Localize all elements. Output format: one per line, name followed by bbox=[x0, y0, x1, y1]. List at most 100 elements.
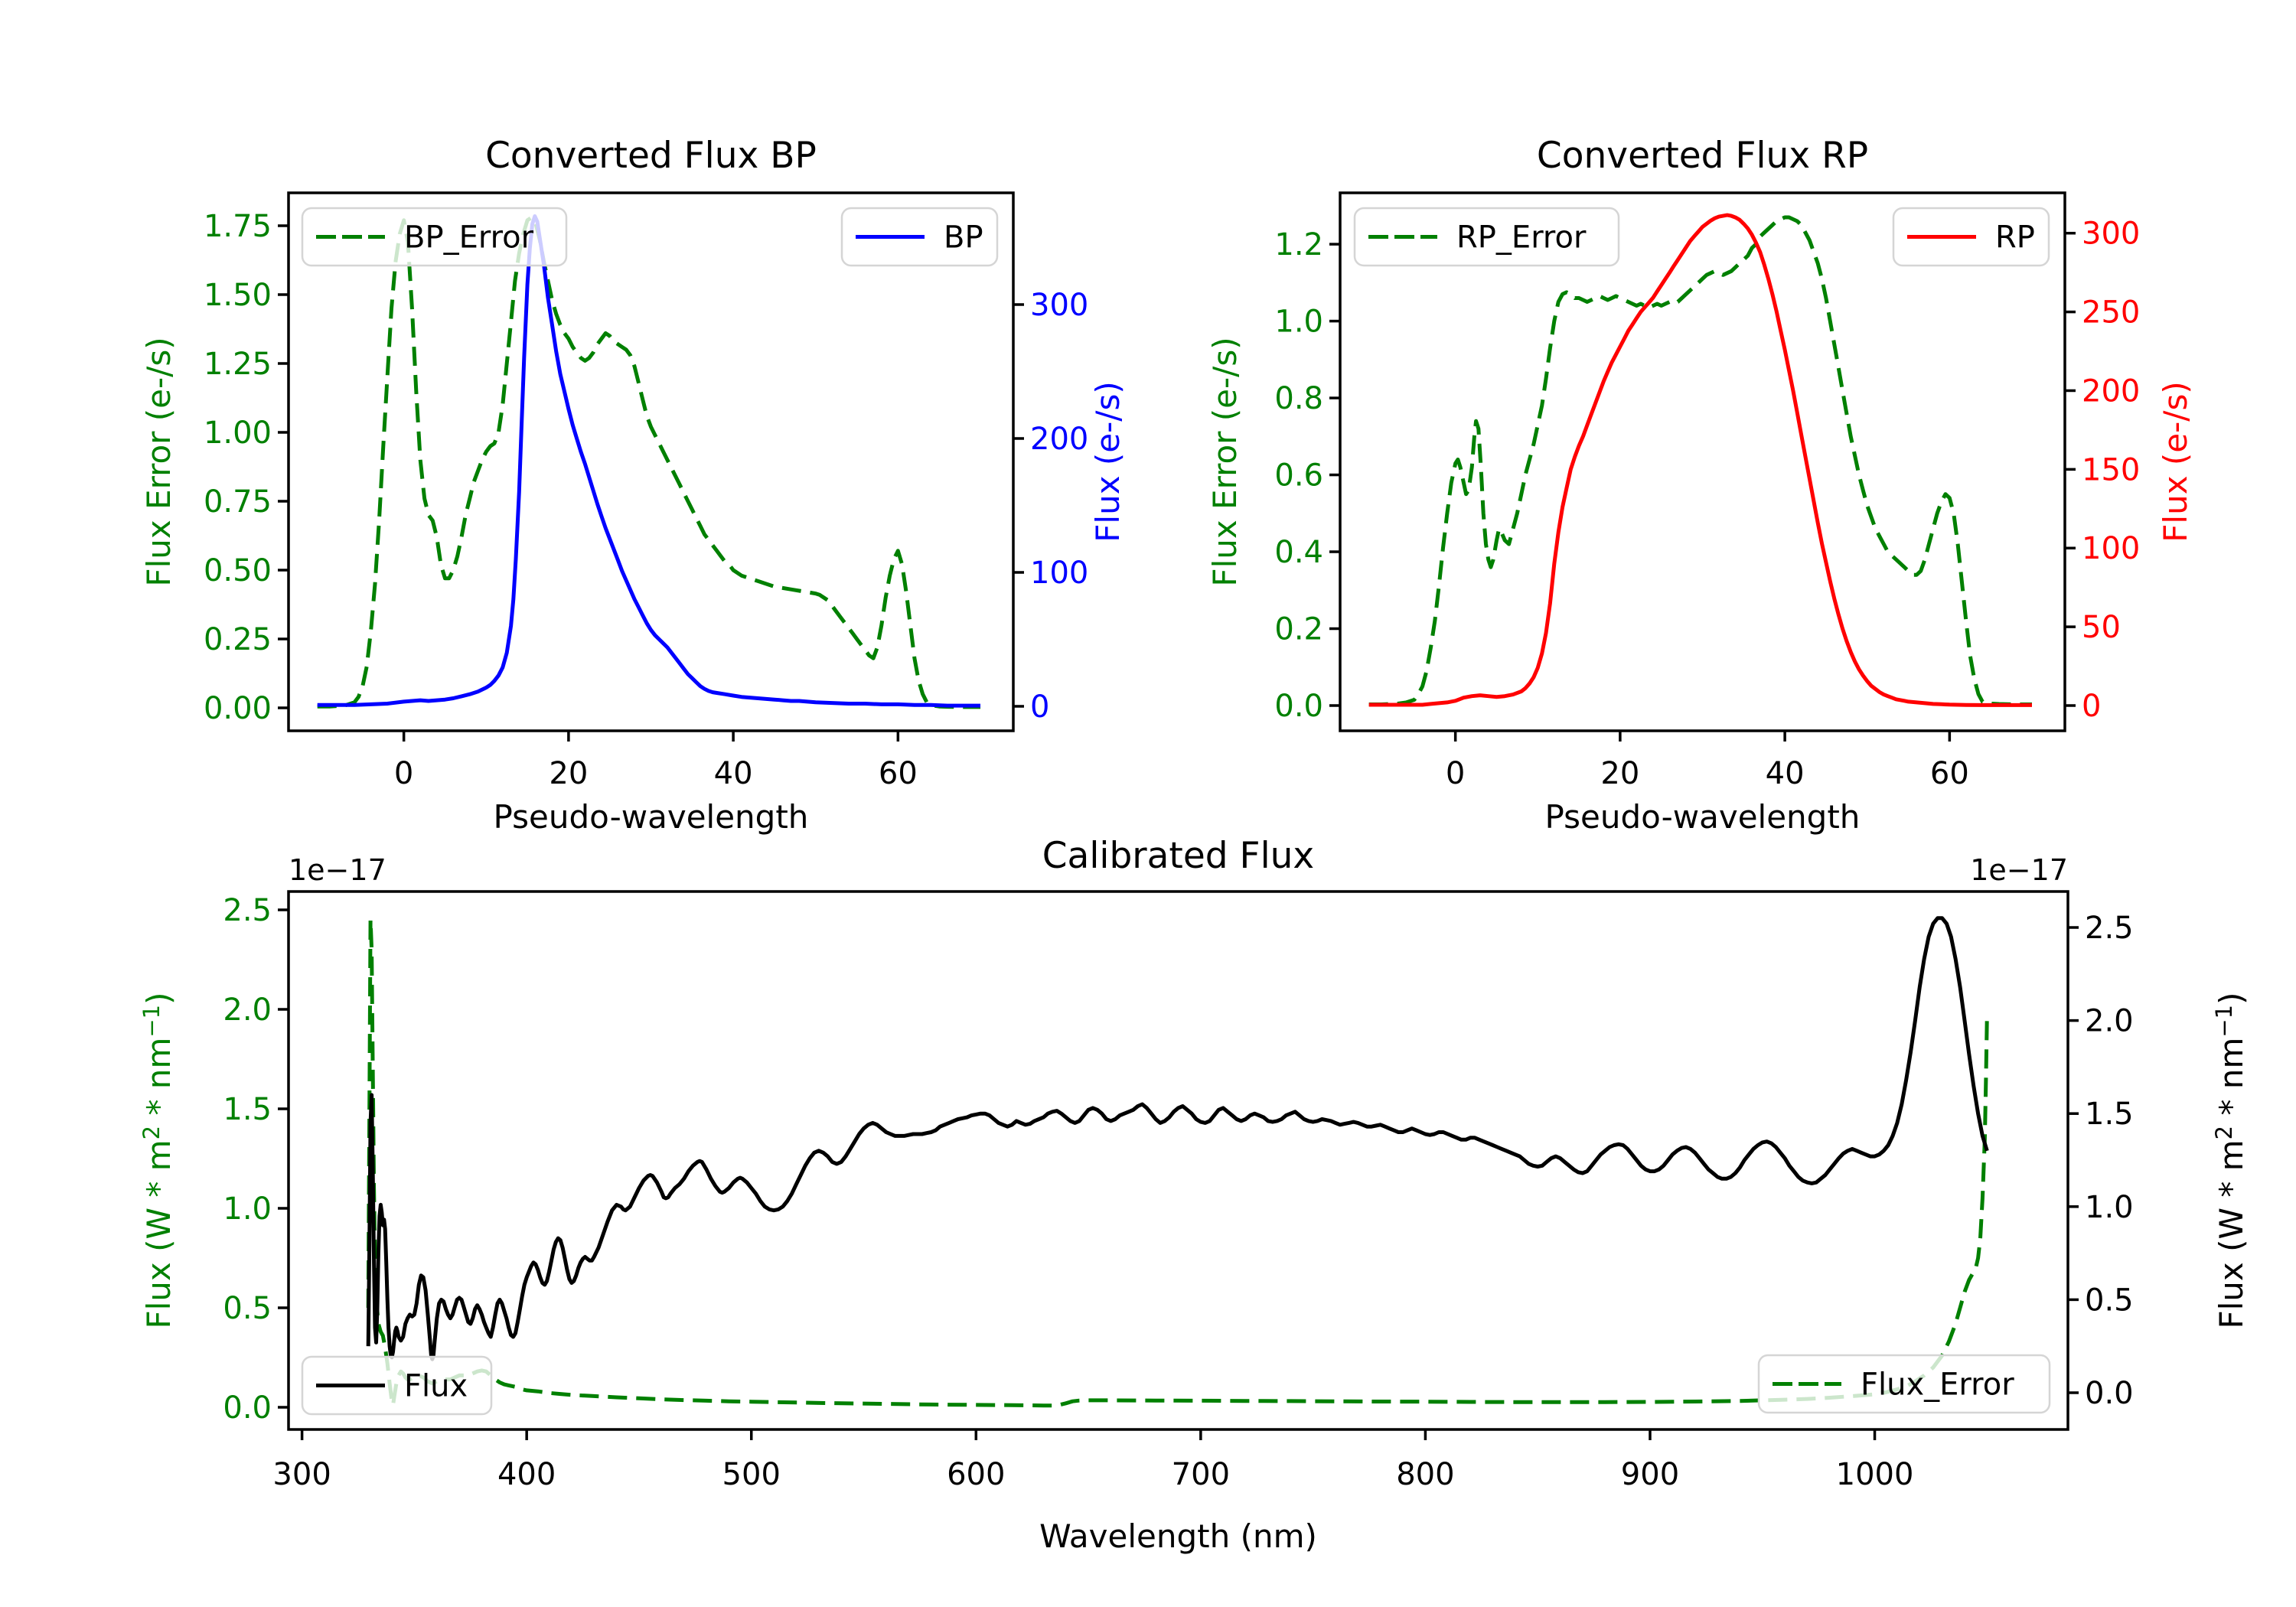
bp-ylabel-left: Flux Error (e-/s) bbox=[140, 337, 178, 586]
y-left-tick-label: 1.0 bbox=[1274, 305, 1323, 340]
y-left-tick-label: 2.5 bbox=[223, 893, 272, 928]
y-right-tick-label: 2.0 bbox=[2085, 1004, 2134, 1039]
rp-x-ticks: 0 20 40 60 bbox=[1446, 731, 1969, 791]
y-left-tick-label: 0.00 bbox=[204, 691, 272, 726]
cal-y-left-ticks: 0.0 0.5 1.0 1.5 2.0 2.5 bbox=[223, 893, 289, 1426]
bp-bp-curve bbox=[317, 214, 980, 708]
y-left-tick-label: 1.75 bbox=[204, 209, 272, 244]
y-left-tick-label: 2.0 bbox=[223, 993, 272, 1028]
x-tick-label: 900 bbox=[1621, 1457, 1679, 1492]
y-left-tick-label: 0.75 bbox=[204, 484, 272, 520]
cal-ylabel-left: Flux (W * m2​ * nm−1​) bbox=[139, 992, 178, 1328]
x-tick-label: 60 bbox=[879, 756, 918, 791]
bp-title: Converted Flux BP bbox=[485, 135, 817, 177]
y-left-tick-label: 0.4 bbox=[1274, 535, 1323, 570]
x-tick-label: 0 bbox=[394, 756, 413, 791]
cal-x-ticks: 300 400 500 600 700 800 900 1000 bbox=[272, 1429, 1913, 1492]
y-left-tick-label: 1.0 bbox=[223, 1191, 272, 1227]
y-right-tick-label: 300 bbox=[2082, 217, 2140, 252]
bp-bp_error-curve bbox=[317, 215, 980, 709]
y-left-tick-label: 0.0 bbox=[1274, 689, 1323, 724]
bp-axes-frame bbox=[287, 191, 1015, 732]
legend-label: BP_Error bbox=[404, 220, 534, 256]
rp-xlabel: Pseudo-wavelength bbox=[1545, 798, 1861, 836]
rp-subplot: RP_Error RP 0 20 40 60 0.0 0.2 0.4 0.6 0.8 1.0 1.2 0 5… bbox=[1206, 135, 2194, 836]
y-left-tick-label: 0.25 bbox=[204, 622, 272, 657]
cal-subplot: Flux_Error Flux 300 400 500 600 700 800 900 1000 0… bbox=[139, 835, 2250, 1555]
cal-flux-curve bbox=[366, 916, 1989, 1361]
cal-xlabel: Wavelength (nm) bbox=[1039, 1517, 1317, 1555]
x-tick-label: 60 bbox=[1930, 756, 1969, 791]
bp-x-ticks: 0 20 40 60 bbox=[394, 731, 918, 791]
x-tick-label: 0 bbox=[1446, 756, 1465, 791]
x-tick-label: 1000 bbox=[1836, 1457, 1914, 1492]
y-right-tick-label: 250 bbox=[2082, 295, 2140, 331]
legend-label: BP bbox=[944, 220, 983, 256]
rp-legend-rp_error: RP_Error bbox=[1353, 207, 1620, 267]
y-right-tick-label: 100 bbox=[2082, 531, 2140, 566]
legend-label: RP bbox=[1995, 220, 2035, 256]
y-left-tick-label: 1.00 bbox=[204, 416, 272, 451]
rp-axes-frame bbox=[1339, 191, 2066, 732]
bp-xlabel: Pseudo-wavelength bbox=[494, 798, 809, 836]
y-right-tick-label: 1.0 bbox=[2085, 1190, 2134, 1225]
x-tick-label: 20 bbox=[549, 756, 588, 791]
y-right-tick-label: 0.5 bbox=[2085, 1283, 2134, 1318]
y-right-tick-label: 0 bbox=[1030, 689, 1049, 725]
y-right-tick-label: 1.5 bbox=[2085, 1097, 2134, 1132]
rp-legend-rp: RP bbox=[1892, 207, 2050, 267]
rp-title: Converted Flux RP bbox=[1537, 135, 1868, 177]
y-left-tick-label: 0.8 bbox=[1274, 381, 1323, 416]
x-tick-label: 500 bbox=[722, 1457, 781, 1492]
x-tick-label: 300 bbox=[272, 1457, 331, 1492]
legend-label: Flux_Error bbox=[1861, 1367, 2014, 1403]
rp-ylabel-right: Flux (e-/s) bbox=[2157, 381, 2194, 542]
bp-subplot: BP_Error BP 0 20 40 60 0.00 0.25 0.50 0.75 1.00 1.2… bbox=[140, 135, 1127, 836]
cal-offset-text-right: 1e−17 bbox=[1970, 853, 2068, 887]
y-left-tick-label: 1.2 bbox=[1274, 227, 1323, 262]
y-right-tick-label: 2.5 bbox=[2085, 911, 2134, 946]
x-tick-label: 400 bbox=[497, 1457, 556, 1492]
y-right-tick-label: 200 bbox=[2082, 373, 2140, 409]
y-right-tick-label: 0 bbox=[2082, 689, 2101, 724]
x-tick-label: 40 bbox=[714, 756, 753, 791]
bp-y-right-ticks: 0 100 200 300 bbox=[1013, 288, 1088, 725]
y-right-tick-label: 200 bbox=[1030, 422, 1088, 457]
x-tick-label: 40 bbox=[1766, 756, 1805, 791]
bp-ylabel-right: Flux (e-/s) bbox=[1089, 381, 1127, 542]
y-right-tick-label: 50 bbox=[2082, 610, 2121, 645]
y-left-tick-label: 0.0 bbox=[223, 1390, 272, 1426]
cal-legend-flux: Flux bbox=[301, 1355, 493, 1416]
cal-axes-frame bbox=[287, 890, 2069, 1431]
y-right-tick-label: 150 bbox=[2082, 452, 2140, 487]
y-left-tick-label: 1.50 bbox=[204, 278, 272, 313]
legend-label: RP_Error bbox=[1456, 220, 1587, 256]
bp-legend-bp_error: BP_Error bbox=[301, 207, 568, 267]
x-tick-label: 600 bbox=[947, 1457, 1005, 1492]
cal-title: Calibrated Flux bbox=[1042, 835, 1315, 877]
x-tick-label: 800 bbox=[1396, 1457, 1454, 1492]
bp-y-left-ticks: 0.00 0.25 0.50 0.75 1.00 1.25 1.50 1.75 bbox=[204, 209, 289, 726]
cal-ylabel-right: Flux (W * m2​ * nm−1​) bbox=[2211, 992, 2250, 1328]
y-left-tick-label: 1.5 bbox=[223, 1092, 272, 1127]
bp-legend-bp: BP bbox=[840, 207, 999, 267]
rp-ylabel-left: Flux Error (e-/s) bbox=[1206, 337, 1244, 586]
y-left-tick-label: 0.50 bbox=[204, 553, 272, 588]
rp-y-right-ticks: 0 50 100 150 200 250 300 bbox=[2065, 217, 2140, 724]
y-right-tick-label: 300 bbox=[1030, 288, 1088, 323]
cal-legend-flux_error: Flux_Error bbox=[1757, 1354, 2051, 1414]
y-right-tick-label: 0.0 bbox=[2085, 1376, 2134, 1411]
y-right-tick-label: 100 bbox=[1030, 556, 1088, 591]
cal-y-right-ticks: 0.0 0.5 1.0 1.5 2.0 2.5 bbox=[2068, 911, 2134, 1411]
x-tick-label: 20 bbox=[1600, 756, 1639, 791]
rp-y-left-ticks: 0.0 0.2 0.4 0.6 0.8 1.0 1.2 bbox=[1274, 227, 1340, 724]
rp-rp_error-curve bbox=[1368, 215, 2032, 706]
y-left-tick-label: 0.5 bbox=[223, 1291, 272, 1326]
y-left-tick-label: 1.25 bbox=[204, 347, 272, 382]
y-left-tick-label: 0.2 bbox=[1274, 612, 1323, 647]
cal-offset-text-left: 1e−17 bbox=[289, 853, 386, 887]
rp-rp-curve bbox=[1368, 213, 2032, 707]
legend-label: Flux bbox=[404, 1369, 468, 1404]
